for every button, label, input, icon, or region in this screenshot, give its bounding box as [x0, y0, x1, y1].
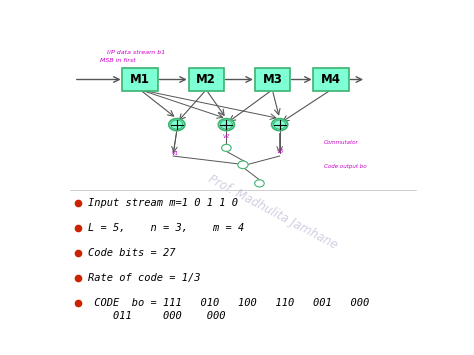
Circle shape — [219, 119, 235, 131]
Text: Input stream m=1 0 1 1 0: Input stream m=1 0 1 1 0 — [88, 197, 238, 208]
Circle shape — [255, 180, 264, 187]
FancyBboxPatch shape — [189, 69, 224, 91]
Text: M2: M2 — [196, 73, 216, 86]
FancyBboxPatch shape — [255, 69, 290, 91]
Circle shape — [169, 119, 185, 131]
Text: MSB in first: MSB in first — [100, 58, 136, 63]
Text: M4: M4 — [321, 73, 341, 86]
Circle shape — [272, 119, 288, 131]
Text: Prof. Madhulita Jamhane: Prof. Madhulita Jamhane — [206, 173, 339, 252]
Text: Code bits = 27: Code bits = 27 — [88, 248, 175, 258]
Text: Rate of code = 1/3: Rate of code = 1/3 — [88, 273, 201, 283]
Circle shape — [238, 161, 248, 169]
FancyBboxPatch shape — [313, 69, 349, 91]
Text: I/P data stream b1: I/P data stream b1 — [107, 50, 165, 55]
Text: M3: M3 — [263, 73, 282, 86]
Circle shape — [222, 144, 231, 151]
Text: CODE  bo = 111   010   100   110   001   000: CODE bo = 111 010 100 110 001 000 — [88, 298, 369, 308]
FancyBboxPatch shape — [55, 40, 430, 319]
Text: L = 5,    n = 3,    m = 4: L = 5, n = 3, m = 4 — [88, 223, 244, 233]
FancyBboxPatch shape — [122, 69, 158, 91]
Text: V1: V1 — [171, 151, 179, 156]
Text: 011     000    000: 011 000 000 — [88, 311, 226, 321]
Text: M1: M1 — [130, 73, 150, 86]
Text: V2: V2 — [223, 135, 230, 140]
Text: V3: V3 — [277, 149, 284, 154]
Text: Code output bo: Code output bo — [324, 164, 366, 169]
Text: Commutator: Commutator — [324, 140, 358, 145]
